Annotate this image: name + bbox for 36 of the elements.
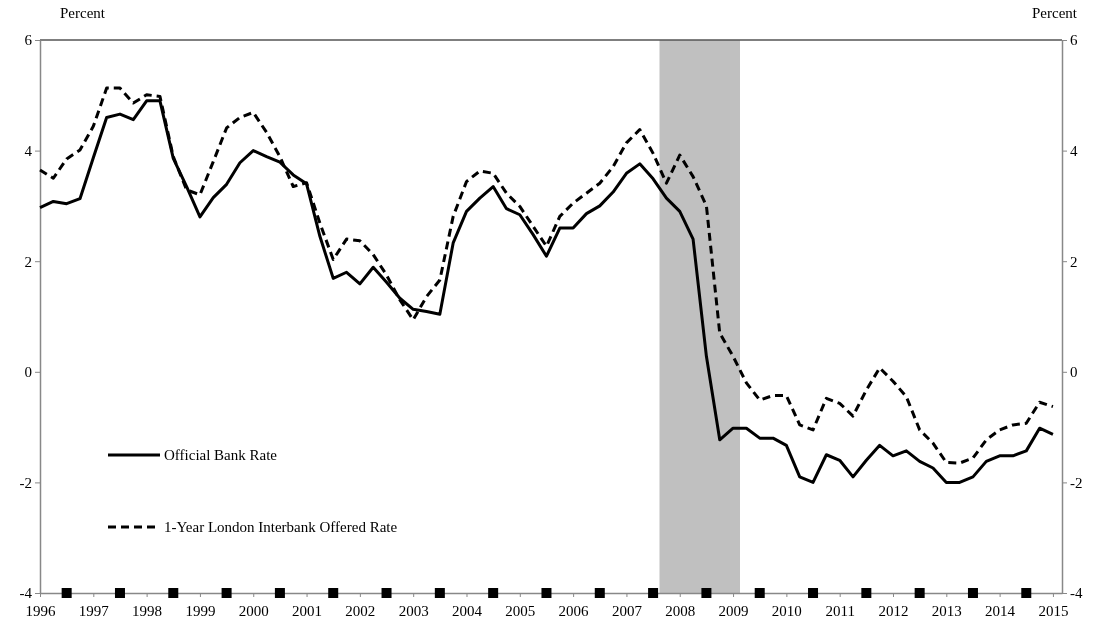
x-tick-label: 1997: [78, 602, 110, 619]
y2-tick-label: 0: [1070, 364, 1078, 381]
x-tick-label: 2000: [238, 602, 269, 619]
x-tick-label: 2012: [878, 602, 909, 619]
legend-label: Official Bank Rate: [164, 447, 278, 463]
x-tick-label: 2006: [558, 602, 590, 619]
y-tick-label: 6: [24, 32, 33, 49]
x-tick-label: 2014: [985, 602, 1016, 619]
y2-tick-label: -2: [1070, 474, 1083, 491]
y2-tick-label: -4: [1070, 585, 1083, 602]
x-tick-label: 2009: [718, 602, 749, 619]
y2-tick-label: 4: [1070, 142, 1078, 159]
x-tick-label: 2011: [825, 602, 855, 619]
x-tick-label: 2007: [611, 602, 643, 619]
y-axis-title: Percent: [60, 5, 106, 21]
y2-axis-title: Percent: [1032, 5, 1078, 21]
x-tick-label: 2015: [1038, 602, 1069, 619]
x-tick-label: 2010: [771, 602, 802, 619]
x-tick-label: 1998: [132, 602, 163, 619]
x-tick-label: 1996: [25, 602, 56, 619]
x-tick-label: 2004: [452, 602, 483, 619]
x-tick-label: 1999: [185, 602, 216, 619]
y2-tick-label: 6: [1070, 32, 1078, 49]
x-tick-label: 2013: [931, 602, 962, 619]
x-tick-label: 2003: [398, 602, 429, 619]
y2-tick-label: 2: [1070, 253, 1078, 270]
y-tick-label: -2: [19, 474, 32, 491]
y-tick-label: -4: [19, 585, 33, 602]
y-tick-label: 4: [24, 142, 33, 159]
x-tick-label: 2005: [505, 602, 536, 619]
y-tick-label: 0: [24, 364, 32, 381]
x-tick-label: 2002: [345, 602, 376, 619]
x-tick-label: 2008: [665, 602, 696, 619]
x-tick-label: 2001: [292, 602, 323, 619]
legend-label: 1-Year London Interbank Offered Rate: [164, 519, 398, 535]
y-tick-label: 2: [24, 253, 32, 270]
